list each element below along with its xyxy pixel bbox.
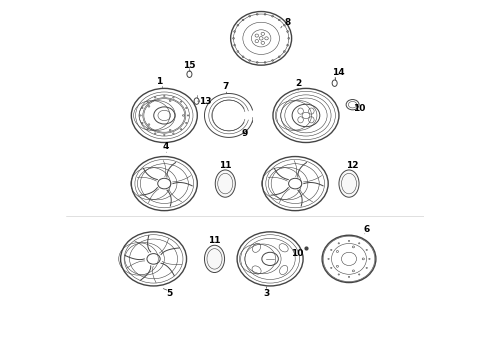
Text: 11: 11	[208, 237, 221, 246]
Ellipse shape	[339, 170, 359, 197]
Ellipse shape	[215, 170, 235, 197]
Text: 13: 13	[199, 96, 212, 105]
Text: 8: 8	[285, 18, 291, 27]
Text: 2: 2	[295, 79, 301, 88]
Text: 3: 3	[264, 289, 270, 298]
Text: 14: 14	[332, 68, 344, 77]
Text: 5: 5	[167, 289, 173, 298]
Text: 6: 6	[364, 225, 370, 234]
Text: 9: 9	[242, 129, 248, 138]
Text: 1: 1	[156, 77, 163, 86]
Text: 11: 11	[219, 161, 232, 170]
Text: 7: 7	[222, 82, 228, 91]
Text: 15: 15	[183, 61, 196, 70]
Text: 10: 10	[353, 104, 365, 113]
Text: 10: 10	[291, 249, 303, 258]
Ellipse shape	[204, 245, 224, 273]
Text: 12: 12	[346, 161, 359, 170]
Text: 4: 4	[163, 142, 169, 151]
